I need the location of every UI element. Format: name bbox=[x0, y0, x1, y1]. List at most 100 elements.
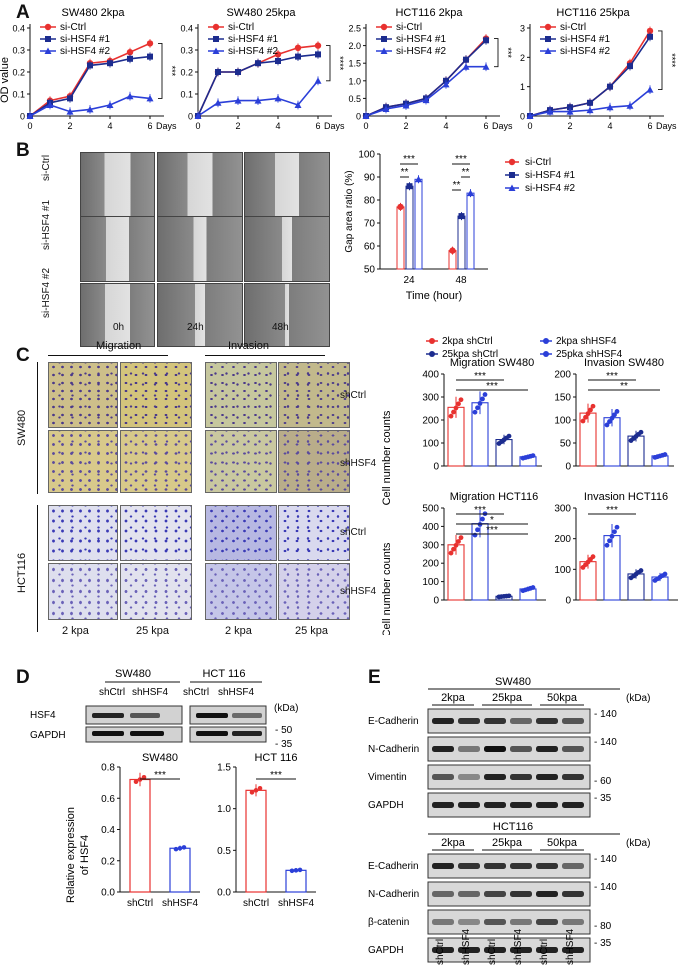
y-tick-label: 0.2 bbox=[180, 68, 193, 78]
group-label: 25kpa bbox=[492, 692, 523, 704]
y-tick-label: 100 bbox=[554, 565, 571, 576]
data-point bbox=[253, 788, 259, 793]
significance-stars: **** bbox=[667, 53, 677, 68]
y-tick-label: 70 bbox=[364, 219, 376, 230]
data-point bbox=[604, 542, 610, 548]
band bbox=[432, 718, 454, 724]
significance-stars: **** bbox=[335, 56, 345, 71]
y-axis-label: Gap area ratio (%) bbox=[344, 170, 355, 252]
migration-header-line bbox=[48, 355, 168, 356]
band bbox=[458, 891, 480, 897]
band bbox=[130, 731, 164, 736]
x-tick-label: shCtrl bbox=[243, 898, 269, 909]
data-point bbox=[604, 422, 610, 428]
data-point bbox=[275, 58, 281, 64]
y-tick-label: 0.1 bbox=[180, 90, 193, 100]
marker-label: - 80 bbox=[594, 921, 612, 932]
marker-label: - 35 bbox=[594, 938, 612, 949]
data-point bbox=[146, 40, 154, 47]
chart-title: HCT116 25kpa bbox=[556, 7, 630, 19]
band bbox=[458, 774, 480, 780]
band bbox=[536, 802, 558, 808]
data-point bbox=[456, 539, 461, 544]
x-tick-label: 24 bbox=[403, 275, 415, 286]
chart-title: Invasion HCT116 bbox=[584, 491, 668, 503]
group-label: 2kpa bbox=[441, 837, 466, 849]
y-tick-label: 2.0 bbox=[348, 41, 361, 51]
data-point bbox=[294, 101, 302, 108]
x-tick-label: 2 bbox=[567, 121, 572, 131]
data-point bbox=[609, 533, 615, 539]
transwell-image bbox=[48, 430, 118, 493]
sig-stars: *** bbox=[270, 770, 282, 781]
legend-label: si-HSF4 #2 bbox=[60, 46, 110, 57]
panel-c-row-label-1: shHSF4 bbox=[340, 458, 377, 469]
legend-marker bbox=[508, 158, 516, 166]
group-label: 2kpa bbox=[441, 692, 466, 704]
data-point bbox=[194, 112, 202, 119]
y-tick-label: 300 bbox=[554, 504, 571, 515]
data-point bbox=[588, 407, 593, 413]
band bbox=[562, 919, 584, 925]
transwell-image bbox=[278, 362, 350, 428]
y-tick-label: 0 bbox=[20, 112, 25, 122]
legend-label: si-HSF4 #1 bbox=[228, 34, 278, 45]
legend-marker bbox=[213, 36, 219, 42]
bar bbox=[245, 789, 267, 893]
legend-label: si-Ctrl bbox=[228, 22, 254, 33]
bar bbox=[457, 215, 466, 270]
chart-title: SW480 2kpa bbox=[62, 7, 126, 19]
x-tick-label: 2 bbox=[235, 121, 240, 131]
data-point bbox=[177, 845, 183, 851]
panel-c-group-hct116: HCT116 bbox=[16, 552, 28, 593]
transwell-image bbox=[120, 505, 192, 561]
legend-marker bbox=[380, 47, 388, 54]
data-point bbox=[402, 101, 410, 109]
band bbox=[510, 863, 532, 869]
y-tick-label: 3 bbox=[520, 24, 525, 34]
legend-label: 25pka shHSF4 bbox=[556, 349, 623, 360]
sig-stars: *** bbox=[486, 525, 498, 536]
panel-d-charts: Relative expression of HSF4 SW480 0.0 0.2 0.4… bbox=[65, 752, 316, 909]
data-point bbox=[475, 527, 480, 533]
panel-d-figure: SW480 HCT 116 shCtrl shHSF4 shCtrl shHSF4 (kDa… bbox=[30, 668, 316, 909]
blot-box bbox=[189, 726, 267, 743]
y-tick-label: 1.5 bbox=[348, 59, 361, 69]
data-point bbox=[477, 400, 483, 406]
data-point bbox=[480, 396, 485, 402]
bar-point bbox=[449, 247, 456, 254]
bar bbox=[405, 185, 414, 270]
data-point bbox=[146, 94, 154, 102]
panel-label-a: A bbox=[16, 2, 30, 23]
bar bbox=[414, 178, 423, 270]
significance-stars: *** bbox=[167, 66, 177, 77]
x-tick-label: shCtrl bbox=[127, 898, 153, 909]
y-tick-label: 0 bbox=[433, 596, 439, 607]
legend-marker bbox=[544, 23, 552, 31]
band bbox=[510, 718, 532, 724]
chart-title: HCT116 2kpa bbox=[395, 7, 463, 19]
sig-stars: ** bbox=[620, 381, 628, 392]
expression-chart-0: SW480 0.0 0.2 0.4 0.6 0.8 shCtrl shHSF4 *** bbox=[101, 752, 200, 909]
data-point bbox=[482, 392, 488, 397]
x-tick-label: 0 bbox=[527, 121, 532, 131]
significance-bracket bbox=[326, 45, 331, 82]
legend-marker bbox=[44, 23, 52, 31]
band bbox=[432, 891, 454, 897]
x-tick-label: 2 bbox=[403, 121, 408, 131]
x-tick-label: 6 bbox=[315, 121, 320, 131]
y-tick-label: 0.0 bbox=[217, 888, 231, 899]
band bbox=[484, 802, 506, 808]
x-unit-label: Days bbox=[324, 121, 345, 131]
wound-image bbox=[157, 216, 243, 282]
lane-label: shHSF4 bbox=[218, 687, 255, 698]
bar-point bbox=[397, 203, 404, 211]
panel-c-col-label-3: 25 kpa bbox=[295, 625, 329, 637]
bar bbox=[396, 206, 405, 270]
bar-point bbox=[458, 213, 465, 220]
data-point bbox=[86, 105, 94, 113]
band-label: E-Cadherin bbox=[368, 861, 419, 872]
legend-marker bbox=[381, 36, 387, 42]
x-tick-label: 2 bbox=[67, 121, 72, 131]
